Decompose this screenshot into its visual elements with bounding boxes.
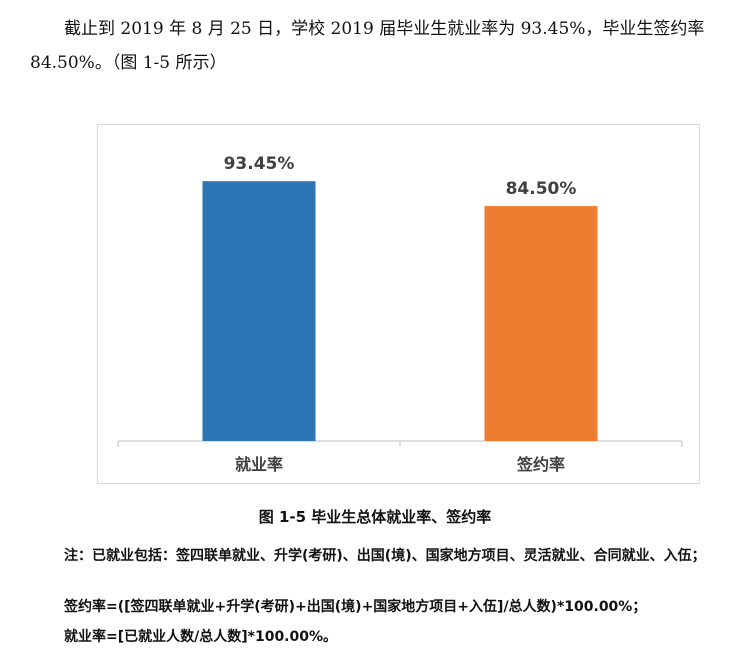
bar-1 — [202, 181, 316, 442]
bar-2 — [484, 206, 598, 441]
note-line-1-text: 注：已就业包括：签四联单就业、升学(考研)、出国(境)、国家地方项目、灵活就业、… — [64, 548, 706, 564]
chart-container: 93.45% 就业率 84.50% 签约率 — [97, 124, 700, 484]
intro-text: 截止到 2019 年 8 月 25 日，学校 2019 届毕业生就业率为 93.… — [30, 19, 705, 73]
intro-paragraph: 截止到 2019 年 8 月 25 日，学校 2019 届毕业生就业率为 93.… — [30, 12, 720, 80]
bar-chart: 93.45% 就业率 84.50% 签约率 — [117, 154, 683, 474]
data-label-1: 93.45% — [224, 154, 295, 174]
note-line-3: 就业率=[已就业人数/总人数]*100.00%。 — [64, 629, 338, 645]
note-line-1: 注：已就业包括：签四联单就业、升学(考研)、出国(境)、国家地方项目、灵活就业、… — [30, 544, 730, 568]
x-tick-label-2: 签约率 — [516, 455, 565, 474]
x-tick-label-1: 就业率 — [235, 455, 283, 474]
note-line-2: 签约率=([签四联单就业+升学(考研)+出国(境)+国家地方项目+入伍]/总人数… — [64, 599, 647, 615]
data-label-2: 84.50% — [506, 179, 577, 199]
figure-caption: 图 1-5 毕业生总体就业率、签约率 — [258, 508, 492, 526]
